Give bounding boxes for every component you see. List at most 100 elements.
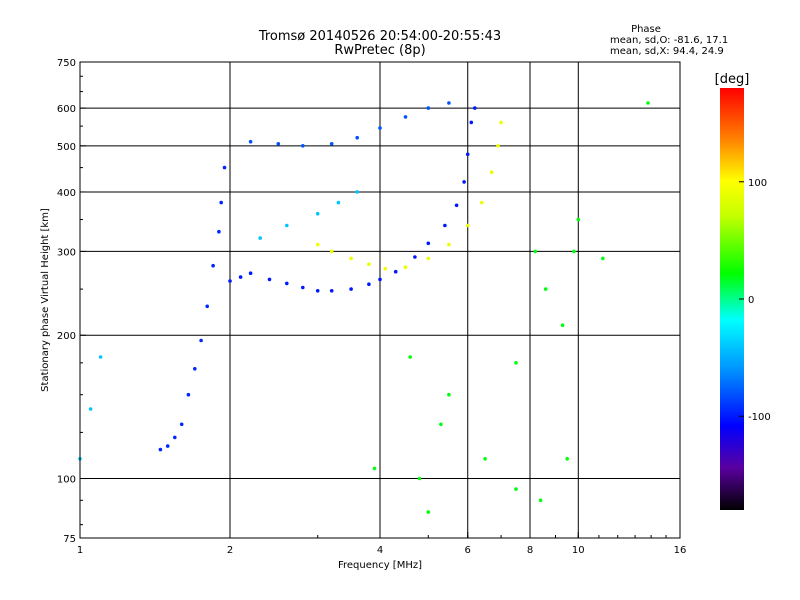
data-point [301, 285, 305, 290]
data-point [646, 101, 650, 105]
data-point [315, 289, 320, 293]
y-tick-label: 750 [57, 58, 76, 69]
x-tick-label: 2 [227, 545, 233, 556]
data-point [514, 361, 518, 365]
data-point [426, 106, 431, 110]
colorbar-tick-label: 100 [748, 178, 767, 189]
data-point [205, 304, 209, 309]
y-tick-label: 200 [57, 331, 76, 342]
data-point [469, 120, 474, 125]
x-tick-label: 8 [527, 545, 533, 556]
data-point [601, 256, 605, 261]
data-point [329, 142, 334, 146]
data-point [439, 422, 443, 427]
data-point [258, 236, 263, 240]
data-point [179, 422, 184, 427]
data-point [217, 229, 221, 234]
data-point [426, 510, 431, 514]
colorbar-tick-label: -100 [748, 412, 771, 423]
data-point [329, 249, 334, 254]
data-point [378, 126, 382, 130]
axis-ticks: 1 2 4 6 8 10 16 75 100 200 300 400 500 600 750 [57, 58, 686, 556]
data-point [211, 263, 215, 268]
stats-line-x: mean, sd,X: 94.4, 24.9 [610, 46, 724, 57]
y-tick-label: 600 [57, 104, 76, 115]
data-point [336, 200, 341, 205]
data-point [378, 277, 382, 282]
data-point [219, 200, 223, 205]
y-tick-label: 100 [57, 475, 76, 486]
y-tick-label: 300 [57, 247, 76, 258]
data-point [543, 287, 548, 291]
data-point [315, 211, 320, 216]
colorbar-ticks: 100 0 -100 [739, 178, 771, 423]
data-point [560, 323, 565, 328]
data-point [417, 476, 422, 481]
y-tick-label: 400 [57, 188, 76, 199]
data-point [355, 135, 360, 140]
data-point [413, 255, 417, 259]
data-point [383, 266, 388, 271]
data-point [393, 269, 398, 274]
data-point [222, 165, 227, 170]
data-point [447, 101, 451, 105]
data-point [186, 392, 191, 397]
data-point [489, 170, 494, 174]
data-point [514, 487, 518, 491]
y-tick-label: 500 [57, 142, 76, 153]
data-point [173, 435, 177, 440]
data-points [78, 101, 650, 514]
data-point [238, 275, 243, 279]
x-tick-label: 10 [572, 545, 585, 556]
data-point [538, 498, 543, 503]
data-point [447, 392, 451, 397]
data-point [367, 282, 371, 287]
y-axis-label: Stationary phase Virtual Height [km] [40, 208, 51, 392]
data-point [403, 265, 408, 270]
data-point [499, 120, 503, 125]
data-point [193, 367, 197, 371]
data-point [443, 223, 447, 228]
data-point [267, 277, 272, 282]
x-tick-label: 4 [377, 545, 383, 556]
data-point [403, 115, 408, 119]
data-point [454, 203, 459, 208]
y-tick-label: 75 [63, 534, 76, 545]
data-point [248, 139, 253, 144]
data-point [465, 223, 470, 228]
data-point [88, 407, 93, 411]
data-point [479, 200, 484, 205]
data-point [276, 142, 281, 146]
colorbar-label: [deg] [715, 72, 750, 87]
data-point [496, 144, 500, 148]
stats-line-o: mean, sd,O: -81.6, 17.1 [610, 35, 728, 46]
data-point [426, 256, 431, 261]
data-point [285, 223, 289, 228]
colorbar-tick-label: 0 [748, 295, 754, 306]
chart-subtitle: RwPretec (8p) [334, 43, 425, 58]
data-point [165, 444, 170, 448]
data-point [315, 242, 320, 247]
data-point [228, 279, 232, 283]
data-point [367, 262, 371, 267]
data-point [465, 152, 470, 157]
stats-heading: Phase [631, 24, 661, 35]
data-point [301, 144, 305, 148]
data-point [349, 287, 353, 291]
data-point [426, 241, 431, 246]
data-point [572, 249, 576, 254]
data-point [576, 217, 581, 222]
x-tick-label: 16 [674, 545, 687, 556]
data-point [285, 281, 289, 286]
x-tick-label: 6 [465, 545, 471, 556]
data-point [565, 457, 569, 461]
data-point [447, 242, 451, 247]
chart-title: Tromsø 20140526 20:54:00-20:55:43 [258, 29, 501, 44]
data-point [408, 355, 413, 359]
data-point [473, 106, 477, 110]
x-axis-label: Frequency [MHz] [338, 560, 422, 571]
data-point [349, 256, 353, 261]
data-point [462, 180, 466, 184]
grid-lines [80, 62, 680, 538]
